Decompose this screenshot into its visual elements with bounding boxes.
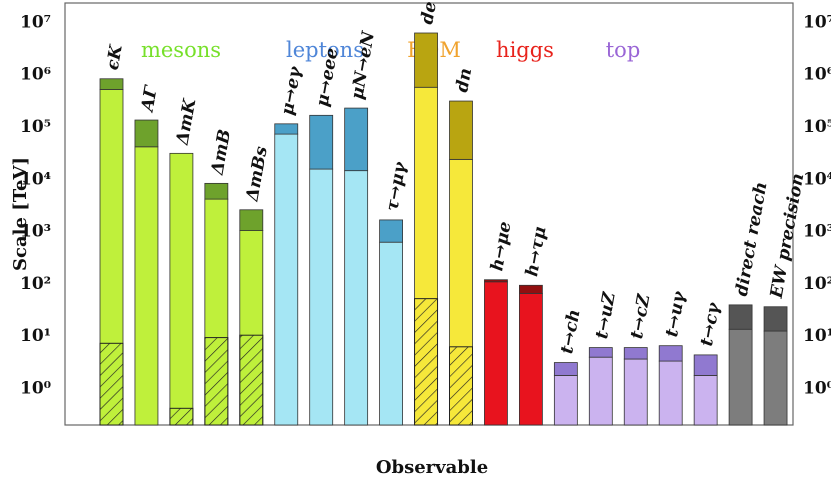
bar-h-12 bbox=[519, 292, 543, 426]
bar-upper-de-9 bbox=[414, 32, 438, 88]
category-label-dn-10: dn bbox=[452, 67, 476, 94]
bar-eee-6 bbox=[309, 168, 334, 426]
y-tick-left-5: 10⁵ bbox=[20, 117, 51, 137]
y-tick-right-6: 10⁶ bbox=[803, 65, 831, 85]
y-tick-right-5: 10⁵ bbox=[803, 117, 831, 137]
bar-upper-direct-reach-18 bbox=[728, 304, 753, 330]
bar-t-c-17 bbox=[693, 375, 718, 426]
x-axis-label: Observable bbox=[376, 457, 488, 478]
bar-upper-x-8 bbox=[379, 219, 404, 243]
group-label-higgs: higgs bbox=[496, 38, 554, 62]
bar-upper-e-5 bbox=[274, 123, 299, 135]
bar-hatched-mb-3 bbox=[204, 337, 229, 426]
bar-hatched-mk-2 bbox=[169, 407, 194, 426]
bars bbox=[99, 32, 788, 426]
y-axis-right-ticks: 10⁰ 10¹ 10² 10³ 10⁴ 10⁵ 10⁶ 10⁷ bbox=[803, 12, 831, 398]
bar-upper-a-1 bbox=[134, 119, 159, 148]
bar-t-uz-14 bbox=[588, 356, 613, 426]
y-tick-right-3: 10³ bbox=[803, 222, 831, 242]
bar-t-cz-15 bbox=[623, 358, 648, 426]
y-tick-left-7: 10⁷ bbox=[20, 12, 51, 32]
bar-upper-t-c-17 bbox=[693, 354, 718, 376]
category-label-a-1: AΓ bbox=[137, 83, 162, 115]
bar-direct-reach-18 bbox=[728, 328, 753, 426]
bar-upper-eee-6 bbox=[309, 114, 334, 170]
group-label-leptons: leptons bbox=[286, 38, 364, 62]
y-tick-right-7: 10⁷ bbox=[803, 12, 831, 32]
category-label-k-0: ϵK bbox=[103, 42, 127, 71]
bar-upper-dn-10 bbox=[449, 100, 473, 160]
bar-t-u-16 bbox=[658, 360, 683, 426]
y-tick-left-2: 10² bbox=[20, 274, 51, 294]
group-label-top: top bbox=[606, 38, 641, 62]
bar-upper-h-e-11 bbox=[484, 279, 508, 283]
bar-upper-t-ch-13 bbox=[553, 362, 578, 376]
group-label-mesons: mesons bbox=[141, 38, 221, 62]
y-tick-right-0: 10⁰ bbox=[803, 379, 831, 399]
bar-upper-t-uz-14 bbox=[588, 347, 613, 358]
y-tick-right-2: 10² bbox=[803, 274, 831, 294]
bar-hatched-k-0 bbox=[99, 342, 124, 426]
y-axis-label: Scale [TeV] bbox=[10, 157, 31, 271]
y-tick-left-1: 10¹ bbox=[20, 326, 51, 346]
bar-x-8 bbox=[379, 241, 404, 426]
bar-upper-h-12 bbox=[519, 284, 543, 294]
y-tick-right-1: 10¹ bbox=[803, 326, 831, 346]
bar-hatched-mbs-4 bbox=[239, 334, 264, 426]
bar-t-ch-13 bbox=[553, 375, 578, 426]
bar-upper-ew-precision-19 bbox=[763, 306, 788, 332]
y-tick-right-4: 10⁴ bbox=[803, 169, 831, 189]
bar-ew-precision-19 bbox=[763, 330, 788, 426]
bar-upper-mb-3 bbox=[204, 182, 229, 200]
bar-a-1 bbox=[134, 146, 159, 426]
bar-upper-t-u-16 bbox=[658, 345, 683, 362]
category-label-de-9: de bbox=[417, 0, 441, 26]
bar-upper-k-0 bbox=[99, 78, 124, 90]
bar-upper-n-en-7 bbox=[344, 107, 369, 172]
bar-hatched-dn-10 bbox=[449, 346, 473, 426]
bar-mk-2 bbox=[169, 152, 194, 426]
bar-upper-t-cz-15 bbox=[623, 347, 648, 360]
y-tick-left-0: 10⁰ bbox=[20, 379, 51, 399]
bar-upper-mbs-4 bbox=[239, 209, 264, 231]
y-axis-left-ticks: 10⁰ 10¹ 10² 10³ 10⁴ 10⁵ 10⁶ 10⁷ bbox=[20, 12, 51, 398]
y-tick-left-3: 10³ bbox=[20, 222, 51, 242]
y-tick-left-6: 10⁶ bbox=[20, 65, 51, 85]
y-tick-left-4: 10⁴ bbox=[20, 169, 51, 189]
bar-h-e-11 bbox=[484, 281, 508, 426]
bar-n-en-7 bbox=[344, 170, 369, 426]
bar-e-5 bbox=[274, 133, 299, 426]
bar-hatched-de-9 bbox=[414, 298, 439, 426]
